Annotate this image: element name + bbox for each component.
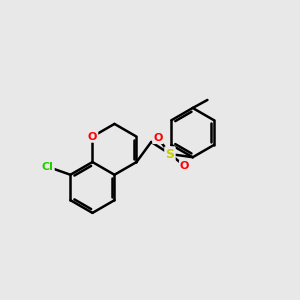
Text: Cl: Cl — [42, 162, 54, 172]
Text: O: O — [153, 133, 163, 143]
Text: O: O — [88, 132, 97, 142]
Text: S: S — [166, 148, 175, 160]
Text: O: O — [180, 161, 189, 171]
